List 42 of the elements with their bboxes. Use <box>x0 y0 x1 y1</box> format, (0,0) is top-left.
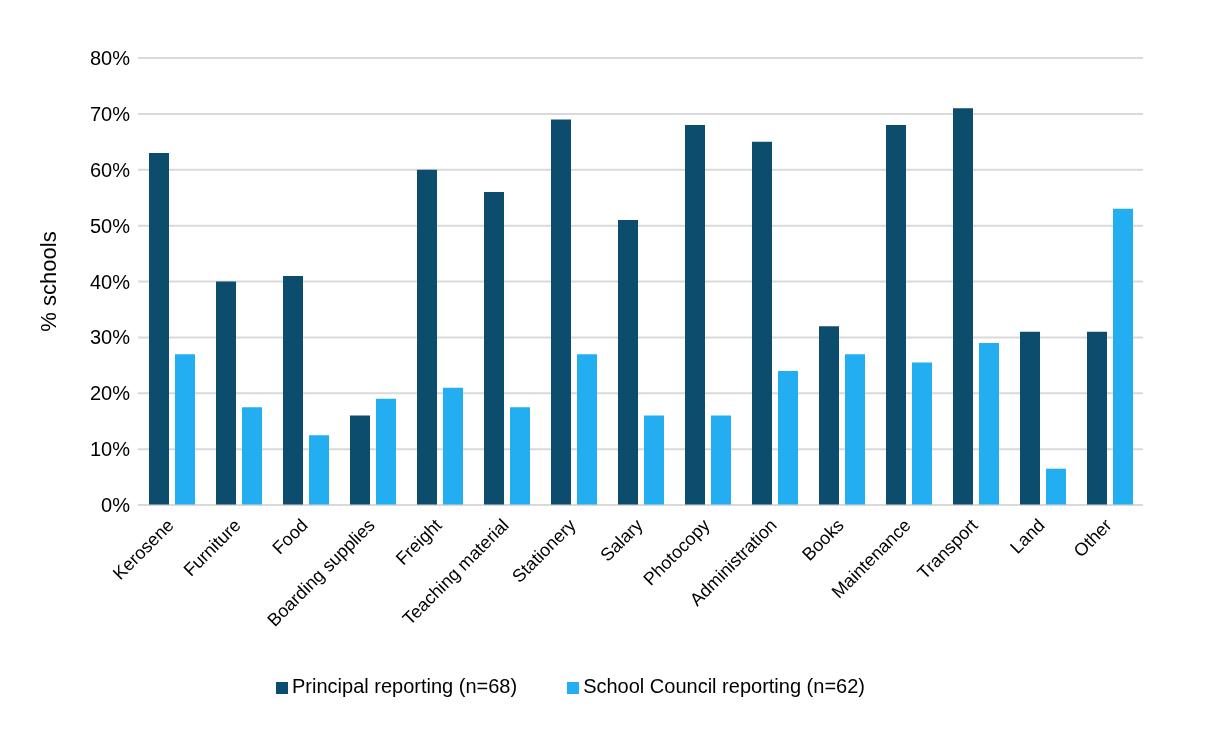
bar <box>912 362 932 505</box>
y-tick-label: 0% <box>101 494 131 517</box>
legend-label: Principal reporting (n=68) <box>292 675 518 697</box>
y-tick-label: 60% <box>89 158 131 181</box>
bar <box>417 169 437 505</box>
bar <box>484 192 504 505</box>
bar <box>618 220 638 505</box>
bar <box>510 407 530 505</box>
bar <box>216 281 236 505</box>
bar <box>953 108 973 505</box>
bar <box>778 370 798 505</box>
bar <box>283 275 303 505</box>
bar <box>149 152 169 505</box>
bar <box>309 435 329 505</box>
legend-label: School Council reporting (n=62) <box>583 675 865 697</box>
bar <box>551 119 571 505</box>
y-tick-label: 70% <box>89 102 131 125</box>
y-axis-title: % schools <box>35 231 61 332</box>
bar <box>443 387 463 505</box>
bar <box>1020 331 1040 505</box>
bar <box>886 125 906 505</box>
bar <box>1046 468 1066 505</box>
bar <box>845 354 865 505</box>
y-tick-label: 30% <box>89 326 131 349</box>
bar <box>644 415 664 505</box>
bar <box>1113 208 1133 505</box>
bar <box>1087 331 1107 505</box>
bar <box>376 398 396 505</box>
bar <box>577 354 597 505</box>
bar <box>350 415 370 505</box>
y-tick-label: 80% <box>89 47 131 70</box>
bar <box>242 407 262 505</box>
bar <box>819 326 839 505</box>
y-tick-label: 20% <box>89 382 131 405</box>
bar <box>979 342 999 505</box>
y-tick-label: 40% <box>89 270 131 293</box>
bar <box>685 125 705 505</box>
y-tick-label: 50% <box>89 214 131 237</box>
bar <box>752 141 772 505</box>
bar <box>711 415 731 505</box>
bar <box>175 354 195 505</box>
y-tick-label: 10% <box>89 438 131 461</box>
